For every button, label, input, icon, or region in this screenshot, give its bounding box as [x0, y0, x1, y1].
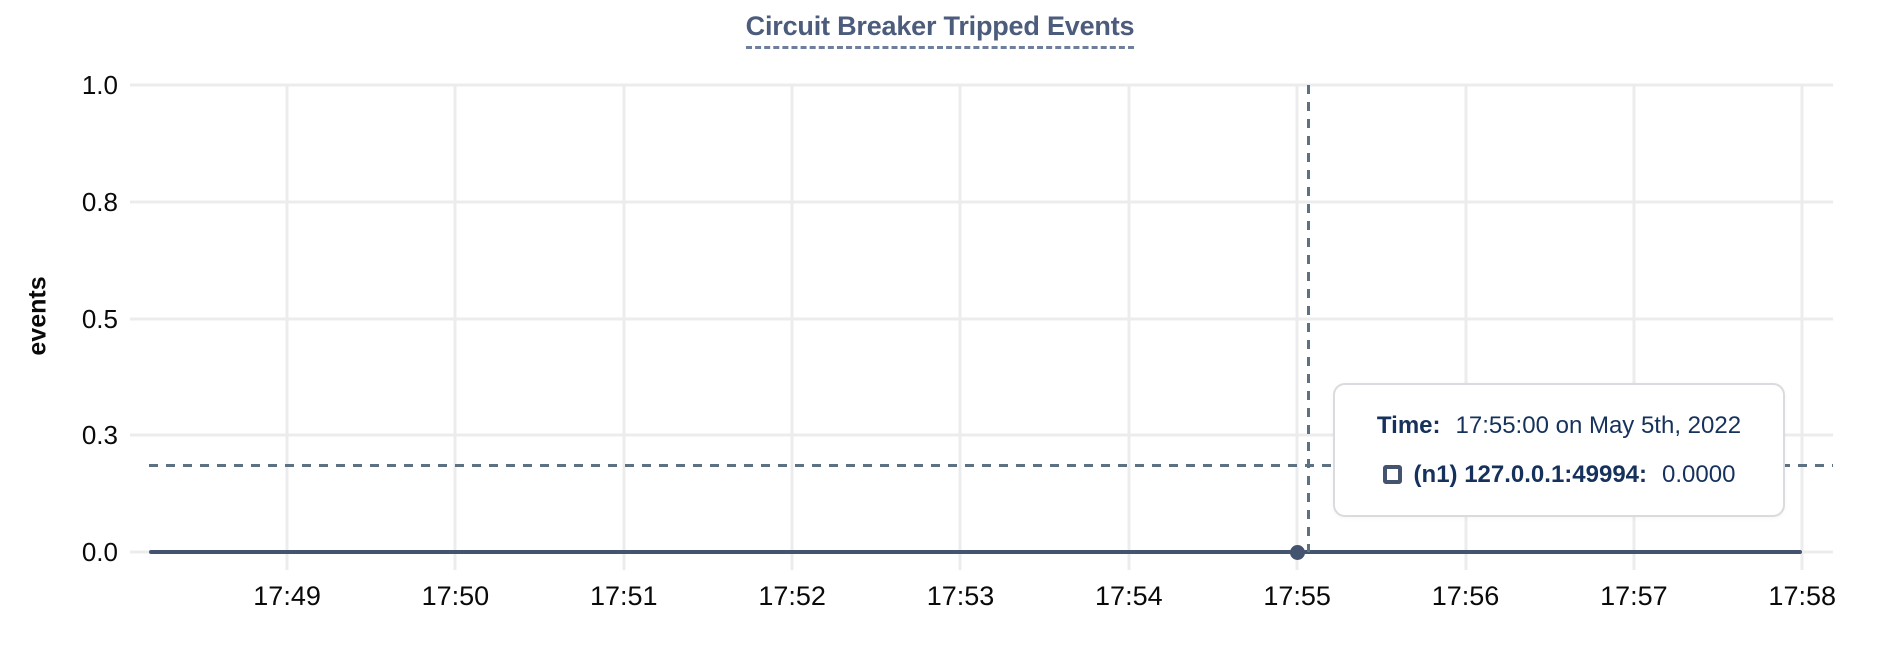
cursor-vertical-line — [1306, 85, 1310, 552]
v-gridline — [790, 85, 794, 570]
x-tick-label: 17:55 — [1263, 581, 1331, 611]
tooltip-series-value: 0.0000 — [1662, 460, 1736, 488]
series-line — [149, 550, 1803, 554]
h-gridline — [130, 317, 1833, 320]
v-gridline — [1800, 85, 1804, 570]
v-gridline — [1295, 85, 1299, 570]
tooltip-time-row: Time: 17:55:00 on May 5th, 2022 — [1377, 412, 1741, 440]
v-gridline — [958, 85, 962, 570]
chart-title: Circuit Breaker Tripped Events — [745, 11, 1135, 49]
x-tick-label: 17:57 — [1600, 581, 1668, 611]
square-outline-icon — [1382, 465, 1402, 484]
series-point — [1289, 544, 1305, 560]
y-tick-label: 1.0 — [81, 70, 118, 100]
x-tick-label: 17:49 — [253, 581, 321, 611]
x-tick-label: 17:58 — [1768, 581, 1836, 611]
h-gridline — [130, 83, 1833, 87]
tooltip-time-label: Time: — [1376, 411, 1441, 439]
tooltip-series-row: (n1) 127.0.0.1:49994: 0.0000 — [1382, 460, 1736, 489]
v-gridline — [285, 85, 289, 570]
tooltip-time-value: 17:55:00 on May 5th, 2022 — [1455, 411, 1742, 439]
y-tick-label: 0.3 — [81, 420, 118, 451]
h-gridline — [130, 200, 1833, 204]
cursor-horizontal-line — [149, 464, 1833, 468]
chart-title-row: Circuit Breaker Tripped Events — [0, 11, 1880, 49]
x-tick-label: 17:50 — [421, 581, 490, 611]
x-tick-label: 17:54 — [1095, 581, 1163, 611]
plot-area[interactable] — [130, 83, 1833, 570]
y-tick-label: 0.0 — [81, 537, 118, 567]
x-tick-label: 17:53 — [926, 581, 995, 611]
y-tick-label: 0.5 — [81, 303, 118, 334]
x-tick-label: 17:52 — [758, 581, 826, 611]
h-gridline — [130, 433, 1833, 437]
x-tick-label: 17:51 — [589, 581, 658, 611]
v-gridline — [1464, 85, 1468, 570]
tooltip: Time: 17:55:00 on May 5th, 2022 (n1) 127… — [1333, 383, 1785, 517]
v-gridline — [622, 85, 626, 570]
y-tick-label: 0.8 — [81, 186, 118, 217]
tooltip-series-label: (n1) 127.0.0.1:49994: — [1413, 460, 1648, 488]
v-gridline — [1632, 85, 1636, 570]
v-gridline — [1127, 85, 1131, 570]
v-gridline — [453, 85, 457, 570]
x-tick-label: 17:56 — [1431, 581, 1500, 611]
